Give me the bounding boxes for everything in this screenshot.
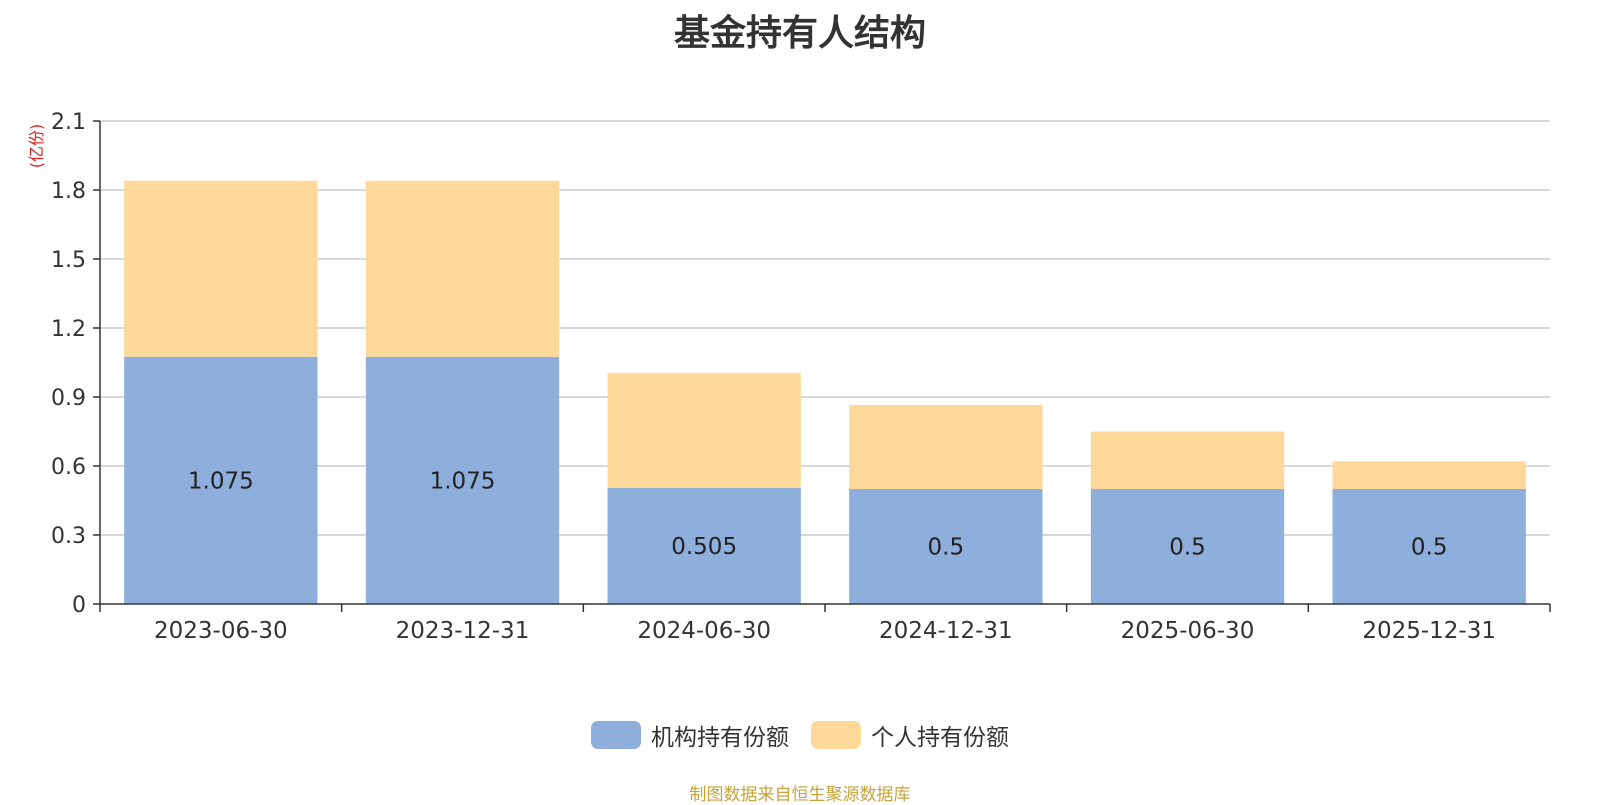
y-tick-label: 0 bbox=[72, 593, 86, 618]
source-note: 制图数据来自恒生聚源数据库 bbox=[689, 785, 911, 805]
bars: 1.075 1.075 0.505 0.5 0.5 0.5 bbox=[124, 180, 1526, 604]
legend-label-institution: 机构持有份额 bbox=[651, 725, 789, 751]
axes: 0 0.3 0.6 0.9 1.2 1.5 1.8 2.1 2023-06-30 2023-12-… bbox=[51, 110, 1551, 644]
bar-institution bbox=[849, 489, 1043, 604]
y-tick-label: 1.5 bbox=[51, 248, 86, 273]
y-axis-unit: (亿份) bbox=[27, 124, 46, 169]
x-tick-label: 2024-06-30 bbox=[637, 618, 771, 644]
y-tick-label: 0.6 bbox=[51, 455, 86, 480]
legend-item-institution[interactable]: 机构持有份额 bbox=[591, 718, 789, 752]
data-label: 0.5 bbox=[1411, 535, 1448, 561]
x-tick-label: 2025-06-30 bbox=[1121, 618, 1255, 644]
x-tick-label: 2025-12-31 bbox=[1362, 618, 1496, 644]
y-tick-label: 0.9 bbox=[51, 386, 86, 411]
bar-institution bbox=[1090, 489, 1285, 604]
y-tick-label: 2.1 bbox=[51, 110, 86, 135]
bar-individual bbox=[849, 405, 1043, 489]
legend-swatch-institution bbox=[591, 721, 641, 749]
y-tick-label: 1.2 bbox=[51, 317, 86, 342]
data-label: 1.075 bbox=[430, 468, 496, 494]
legend-label-individual: 个人持有份额 bbox=[871, 725, 1009, 751]
bar-individual bbox=[1332, 461, 1526, 489]
bar-individual bbox=[607, 372, 801, 488]
x-tick-label: 2023-12-31 bbox=[396, 618, 530, 644]
data-label: 1.075 bbox=[188, 468, 254, 494]
bar-institution bbox=[124, 356, 318, 604]
bar-institution bbox=[365, 356, 560, 604]
chart-title: 基金持有人结构 bbox=[673, 13, 926, 54]
bar-institution bbox=[607, 487, 801, 604]
legend-item-individual[interactable]: 个人持有份额 bbox=[811, 718, 1009, 752]
bar-individual bbox=[365, 180, 560, 357]
x-tick-label: 2023-06-30 bbox=[154, 618, 288, 644]
x-tick-label: 2024-12-31 bbox=[879, 618, 1013, 644]
bar-institution bbox=[1332, 489, 1526, 604]
grid-lines bbox=[100, 120, 1550, 536]
data-label: 0.5 bbox=[928, 535, 965, 561]
y-tick-label: 1.8 bbox=[51, 179, 86, 204]
bar-individual bbox=[124, 180, 318, 357]
bar-individual bbox=[1090, 431, 1285, 489]
legend: 机构持有份额 个人持有份额 bbox=[0, 718, 1600, 752]
data-label: 0.505 bbox=[671, 534, 737, 560]
data-label: 0.5 bbox=[1169, 535, 1206, 561]
legend-swatch-individual bbox=[811, 721, 861, 749]
y-tick-label: 0.3 bbox=[51, 524, 86, 549]
